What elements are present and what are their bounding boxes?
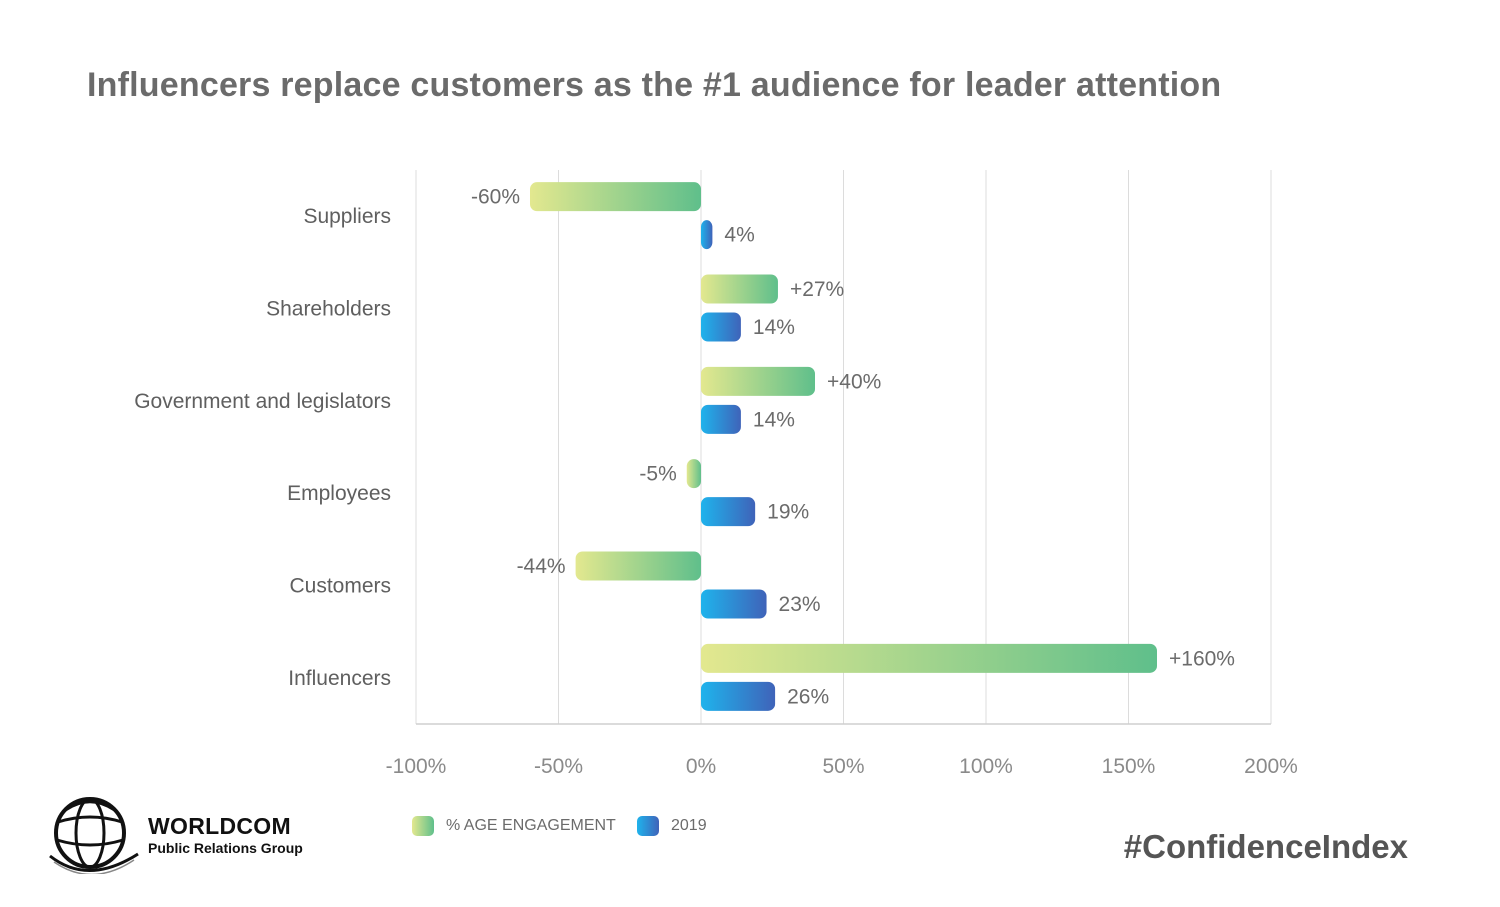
category-label: Customers	[289, 575, 391, 598]
brand: WORLDCOM Public Relations Group	[48, 796, 303, 874]
x-tick-label: 50%	[822, 755, 864, 778]
legend-item-engagement: % AGE ENGAGEMENT	[412, 816, 616, 836]
engagement-bar	[530, 182, 701, 212]
legend-swatch-engagement	[412, 816, 434, 836]
category-label: Influencers	[288, 667, 391, 690]
x-tick-label: 100%	[959, 755, 1013, 778]
data-label-2019: 19%	[767, 501, 809, 524]
category-label: Shareholders	[266, 298, 391, 321]
engagement-bar	[701, 274, 778, 304]
grid	[415, 170, 1272, 725]
data-label-2019: 14%	[753, 408, 795, 431]
category-label: Suppliers	[303, 205, 391, 228]
bars	[530, 182, 1157, 711]
engagement-data-label: +160%	[1169, 647, 1235, 670]
globe-logo-icon	[49, 797, 139, 874]
chart-title: Influencers replace customers as the #1 …	[87, 66, 1222, 104]
data-label-2019: 4%	[724, 224, 754, 247]
legend-label-engagement: % AGE ENGAGEMENT	[446, 817, 616, 834]
category-label: Employees	[287, 482, 391, 505]
engagement-data-label: +40%	[827, 370, 881, 393]
engagement-data-label: -60%	[471, 186, 520, 209]
data-label-2019: 23%	[779, 593, 821, 616]
engagement-bar	[701, 643, 1157, 673]
x-tick-label: 0%	[686, 755, 716, 778]
x-tick-label: 200%	[1244, 755, 1298, 778]
bar-2019	[701, 220, 713, 250]
engagement-bar	[575, 551, 701, 581]
labels: -100% -50% 0% 50% 100% 150% 200% Suppliers -60% 4…	[134, 186, 1298, 778]
category-label: Government and legislators	[134, 390, 391, 413]
bar-2019	[701, 681, 776, 711]
brand-name: WORLDCOM	[148, 813, 291, 839]
brand-subtitle: Public Relations Group	[148, 840, 303, 856]
engagement-data-label: +27%	[790, 278, 844, 301]
bar-2019	[701, 497, 756, 527]
x-tick-label: -100%	[386, 755, 447, 778]
x-tick-label: 150%	[1102, 755, 1156, 778]
data-label-2019: 14%	[753, 316, 795, 339]
x-tick-label: -50%	[534, 755, 583, 778]
legend-swatch-2019	[637, 816, 659, 836]
engagement-bar	[701, 366, 815, 396]
hashtag: #ConfidenceIndex	[1123, 828, 1408, 865]
engagement-data-label: -5%	[639, 463, 676, 486]
engagement-data-label: -44%	[517, 555, 566, 578]
data-label-2019: 26%	[787, 685, 829, 708]
bar-2019	[701, 404, 741, 434]
legend-label-2019: 2019	[671, 817, 707, 834]
bar-2019	[701, 589, 767, 619]
engagement-bar	[686, 459, 701, 489]
bar-2019	[701, 312, 741, 342]
legend-item-2019: 2019	[637, 816, 707, 836]
